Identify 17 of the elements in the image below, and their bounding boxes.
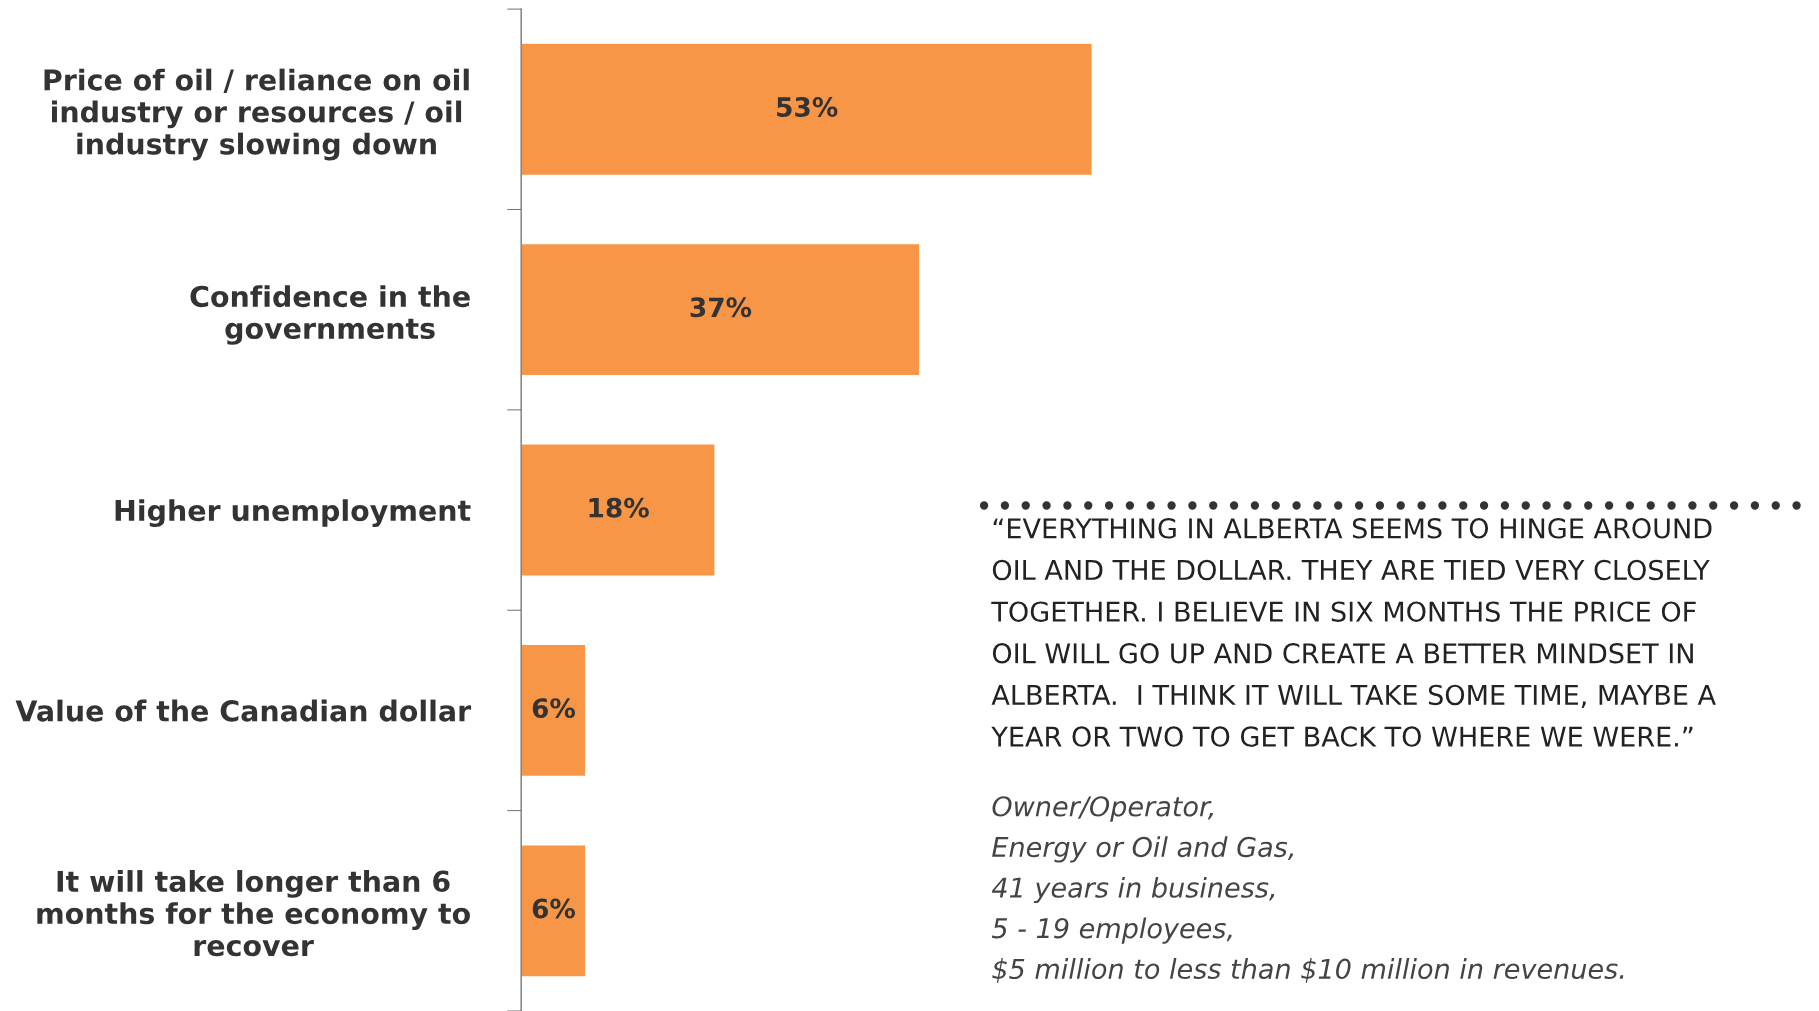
y-tick-label: Confidence in the governments: [190, 285, 470, 345]
y-tick-label: Value of the Canadian dollar: [15, 699, 472, 722]
bar: [521, 643, 587, 778]
bar: [521, 42, 1093, 177]
y-tick-label: Price of oil / reliance on oil industry or resources / oil industry slowing down: [44, 68, 469, 161]
data-label: 18%: [589, 497, 649, 518]
y-tick-label: Higher unemployment: [115, 499, 471, 528]
data-label: 37%: [690, 297, 752, 318]
bar: [521, 843, 587, 978]
data-label: 6%: [532, 898, 576, 919]
annotation: “EVERYTHING IN ALBERTA SEEMS TO HINGE AROUND OIL AND THE DOLLAR. THEY ARE TIED VERY CLOSELY TOGETHER. I BELIEVE IN SIX MONTHS THE PRICE OF OIL WILL GO UP AND CREATE A BETTER MINDSET IN ALBERTA. I THINK IT WILL TAKE SOME TIME, MAYBE A YEAR OR TWO TO GET BACK TO WHERE WE WERE.”: [991, 518, 1716, 747]
annotation: Owner/Operator, Energy or Oil and Gas, 41 years in business, 5 - 19 employees, $5 million to less than $10 million in revenues.: [991, 796, 1624, 983]
bar: [521, 242, 921, 377]
data-label: 53%: [777, 96, 838, 117]
data-label: 6%: [532, 698, 576, 719]
bar: [521, 443, 716, 577]
y-tick-label: It will take longer than 6 months for the economy to recover: [37, 870, 470, 957]
